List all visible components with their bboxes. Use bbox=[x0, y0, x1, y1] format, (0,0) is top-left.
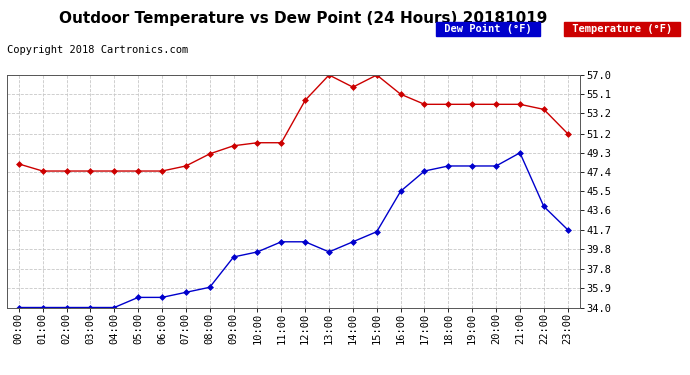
Text: Copyright 2018 Cartronics.com: Copyright 2018 Cartronics.com bbox=[7, 45, 188, 55]
Text: Outdoor Temperature vs Dew Point (24 Hours) 20181019: Outdoor Temperature vs Dew Point (24 Hou… bbox=[59, 11, 548, 26]
Text: Temperature (°F): Temperature (°F) bbox=[566, 24, 678, 34]
Text: Dew Point (°F): Dew Point (°F) bbox=[438, 24, 538, 34]
